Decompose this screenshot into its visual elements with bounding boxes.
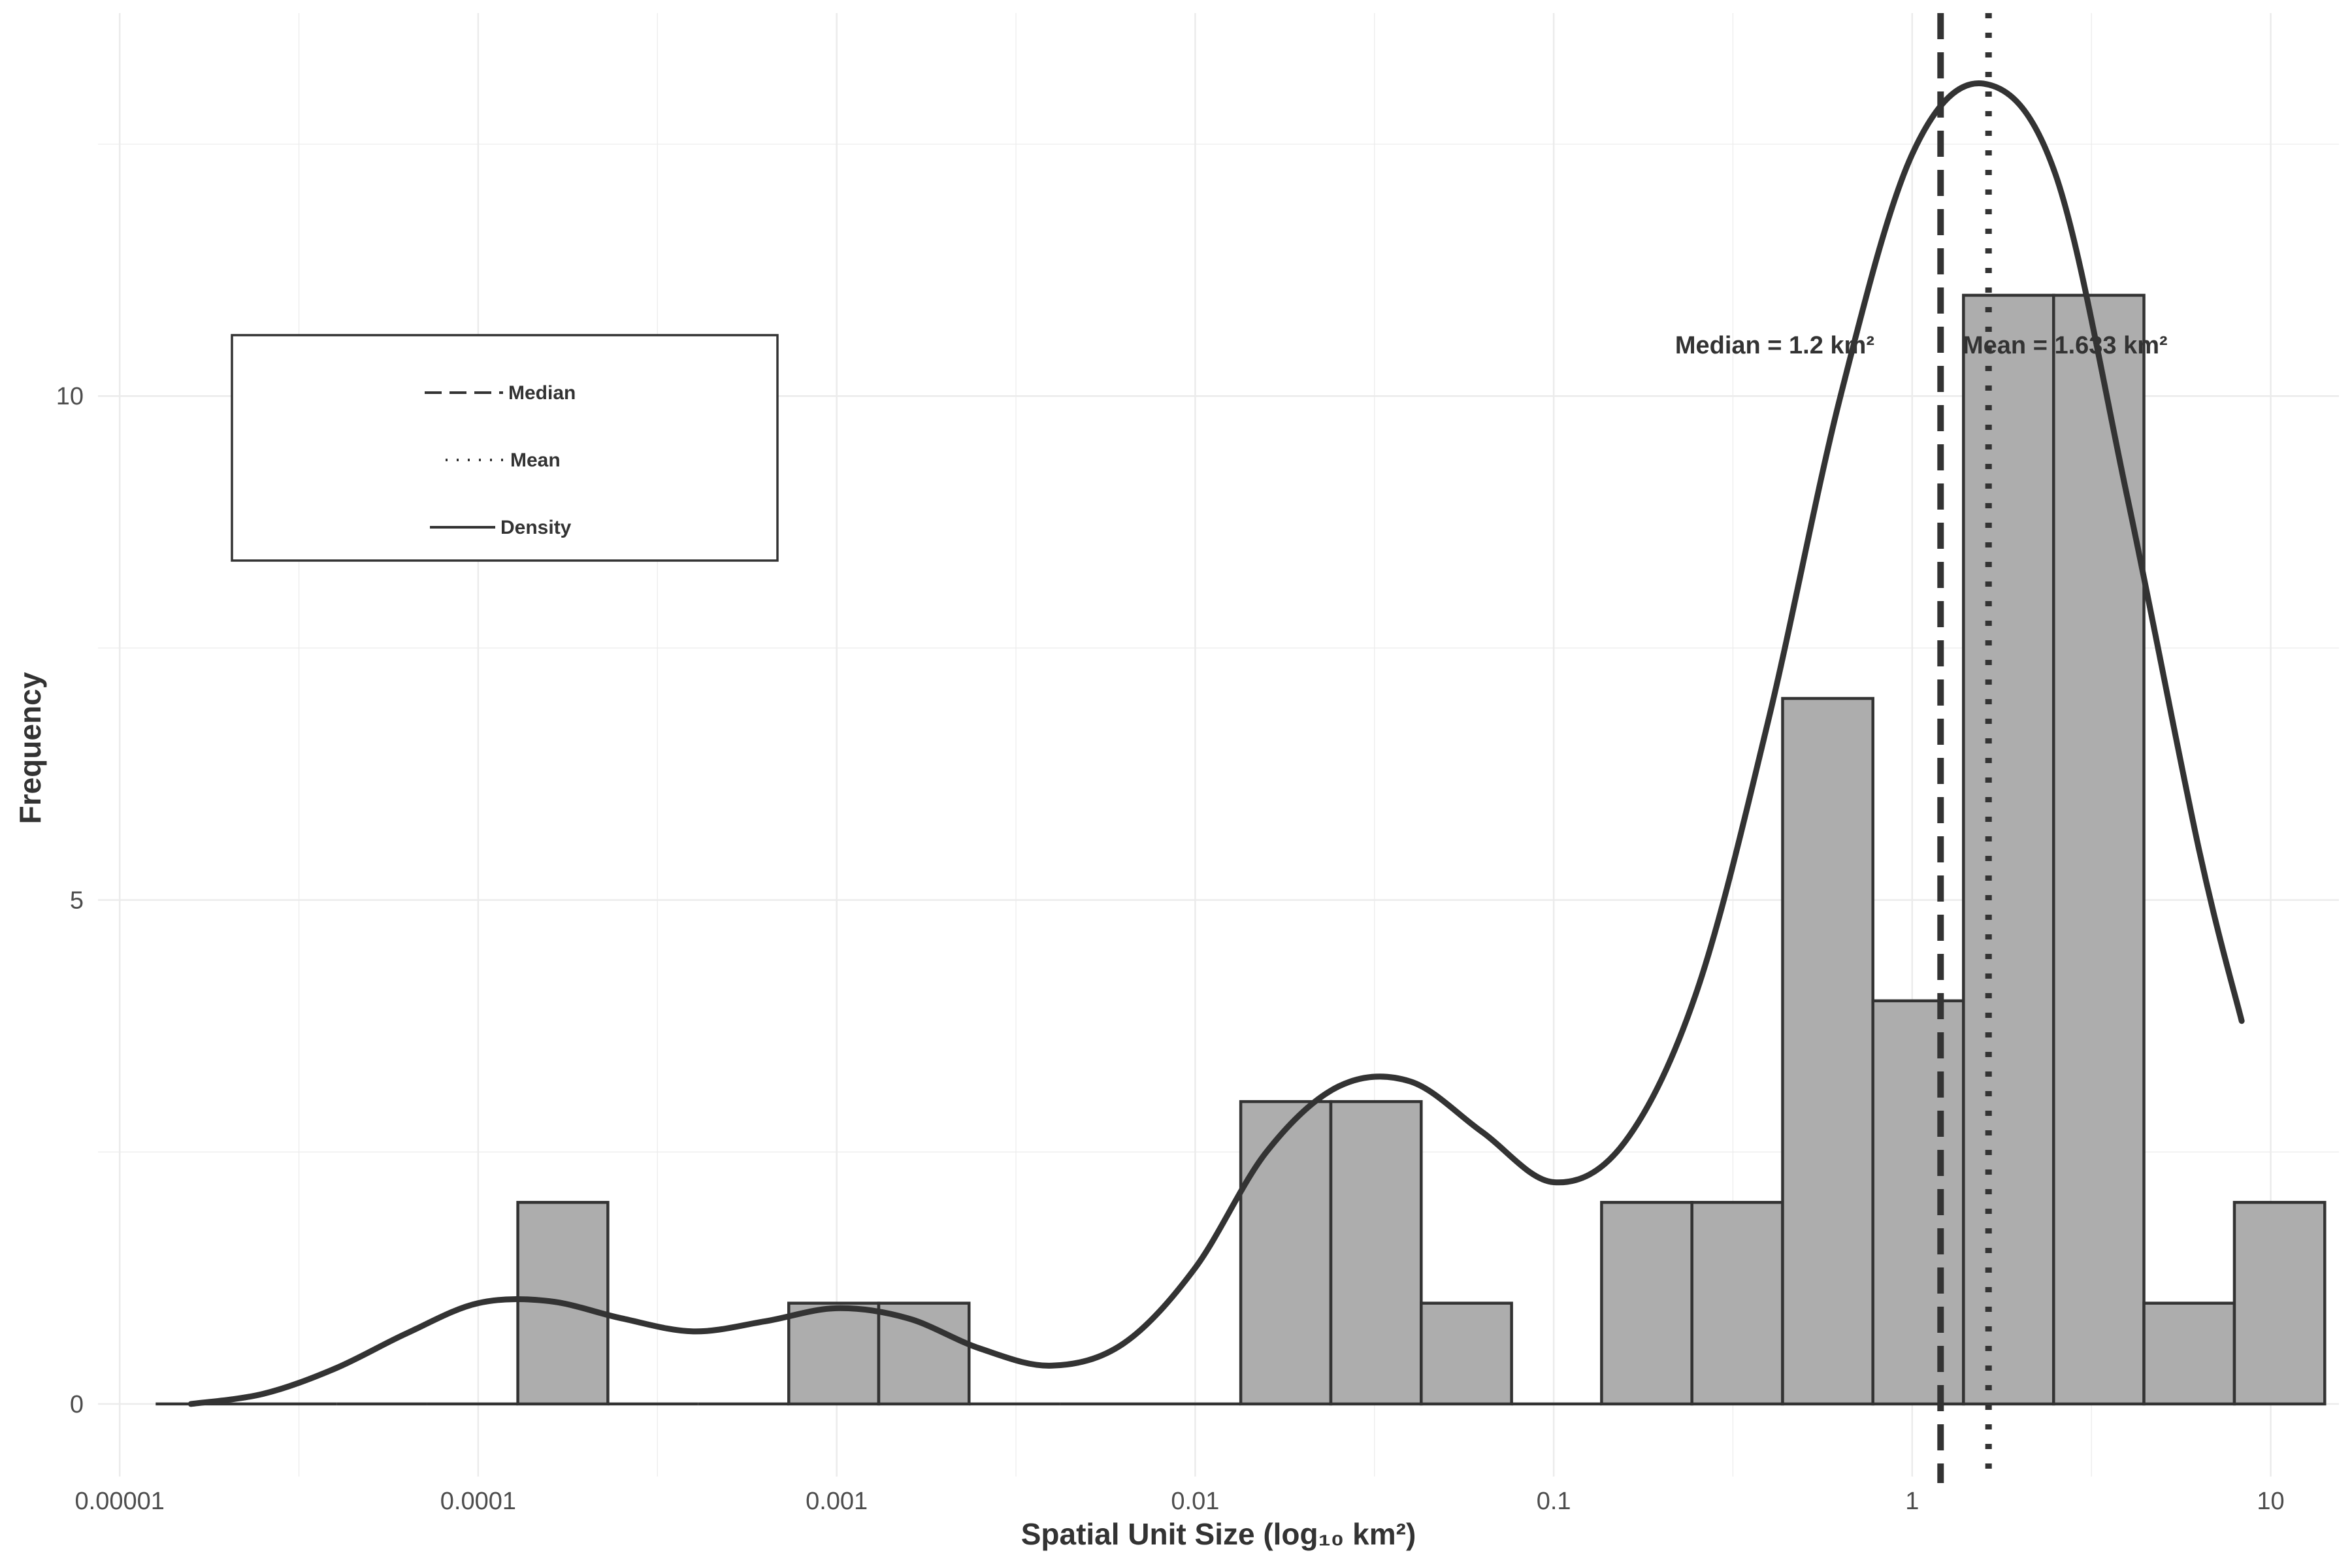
mean-annotation: Mean = 1.633 km² xyxy=(1963,332,2168,359)
histogram-bar xyxy=(1329,1100,1423,1406)
reference-lines xyxy=(1937,13,1992,1483)
y-tick-labels: 0 5 10 xyxy=(56,383,84,1418)
x-tick-labels: 0.00001 0.0001 0.001 0.01 0.1 1 10 xyxy=(75,1488,2285,1515)
x-tick-label: 0.001 xyxy=(806,1488,868,1515)
median-annotation: Median = 1.2 km² xyxy=(1675,332,1874,359)
legend-box xyxy=(231,334,779,562)
histogram-bar xyxy=(1600,1201,1693,1406)
histogram-bar xyxy=(1871,999,1965,1406)
y-tick-label: 0 xyxy=(70,1391,84,1418)
legend-median-label: Median xyxy=(508,382,576,404)
histogram-bar xyxy=(2232,1201,2327,1406)
density-curve xyxy=(188,80,2245,1407)
x-tick-label: 0.01 xyxy=(1171,1488,1219,1515)
histogram-bar xyxy=(1781,696,1874,1406)
density-curve-group xyxy=(188,80,2245,1407)
histogram-bar xyxy=(1239,1100,1333,1406)
y-tick-label: 10 xyxy=(56,383,84,410)
histogram-bar xyxy=(877,1301,971,1406)
legend: Median Mean Density xyxy=(231,334,779,562)
histogram-bars xyxy=(155,293,2327,1406)
y-tick-label: 5 xyxy=(70,887,84,915)
histogram-bar xyxy=(787,1301,881,1406)
histogram-bar xyxy=(1420,1301,1513,1406)
x-tick-label: 10 xyxy=(2257,1488,2284,1515)
x-tick-label: 0.1 xyxy=(1537,1488,1571,1515)
y-axis-title: Frequency xyxy=(13,672,47,824)
legend-density-label: Density xyxy=(500,517,572,538)
legend-mean-label: Mean xyxy=(510,449,561,471)
x-tick-label: 0.0001 xyxy=(440,1488,516,1515)
x-tick-label: 1 xyxy=(1905,1488,1919,1515)
histogram-bar xyxy=(1962,293,2055,1406)
histogram-bar xyxy=(2052,293,2146,1406)
x-axis-title: Spatial Unit Size (log₁₀ km²) xyxy=(1021,1517,1416,1551)
x-tick-label: 0.00001 xyxy=(75,1488,165,1515)
histogram-bar xyxy=(2142,1301,2236,1406)
histogram-bar xyxy=(1690,1201,1784,1406)
